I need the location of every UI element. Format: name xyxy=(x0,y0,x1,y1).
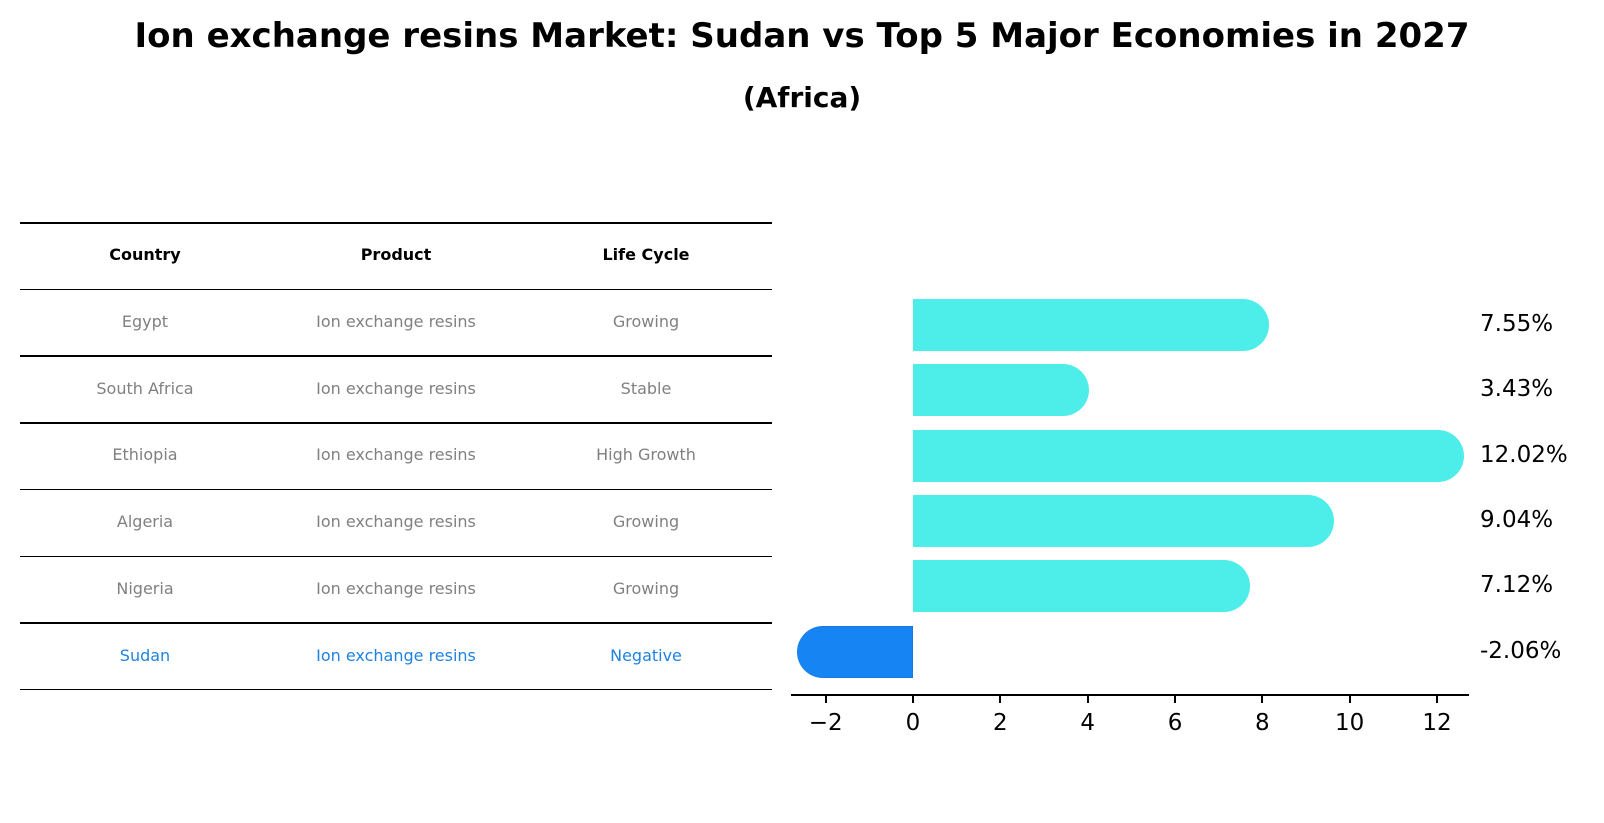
x-tick xyxy=(999,695,1002,703)
table-cell-product: Ion exchange resins xyxy=(316,645,476,665)
table-cell-country: Ethiopia xyxy=(112,445,178,465)
x-tick-label: −2 xyxy=(808,710,843,736)
table-cell-life-cycle: Negative xyxy=(610,645,682,665)
chart-subtitle: (Africa) xyxy=(742,81,862,114)
bar-algeria xyxy=(913,494,1334,547)
table-cell-life-cycle: Growing xyxy=(612,312,680,332)
table-cell-country: Sudan xyxy=(119,645,171,665)
value-label: 9.04% xyxy=(1480,506,1554,533)
value-label: 7.12% xyxy=(1480,572,1554,599)
table-rule xyxy=(20,288,772,291)
table-cell-life-cycle: High Growth xyxy=(596,445,696,465)
table-cell-country: South Africa xyxy=(96,378,194,398)
table-rule xyxy=(20,355,772,357)
bar-sudan xyxy=(797,625,913,678)
table-rule xyxy=(20,222,772,224)
table-rule xyxy=(20,688,772,691)
table-cell-country: Egypt xyxy=(121,312,169,332)
x-tick-label: 4 xyxy=(1080,710,1095,736)
x-tick xyxy=(1261,695,1264,703)
x-tick xyxy=(1436,695,1439,703)
table-cell-product: Ion exchange resins xyxy=(316,512,476,532)
table-cell-product: Ion exchange resins xyxy=(316,312,476,332)
x-tick-label: 10 xyxy=(1335,710,1365,736)
bar-nigeria xyxy=(913,560,1250,613)
x-axis-line xyxy=(791,694,1469,696)
value-label: -2.06% xyxy=(1480,637,1562,664)
table-rule xyxy=(20,488,772,491)
x-tick xyxy=(1174,695,1177,703)
table-cell-life-cycle: Growing xyxy=(612,578,680,598)
value-label: 7.55% xyxy=(1480,311,1554,337)
x-tick xyxy=(1348,695,1351,703)
table-cell-product: Ion exchange resins xyxy=(316,378,476,398)
x-tick-label: 6 xyxy=(1167,710,1183,736)
table-cell-product: Ion exchange resins xyxy=(316,578,476,598)
table-cell-life-cycle: Growing xyxy=(612,512,680,532)
bar-ethiopia xyxy=(913,429,1464,482)
table-rule xyxy=(20,622,772,624)
chart-title: Ion exchange resins Market: Sudan vs Top… xyxy=(134,16,1470,56)
x-tick xyxy=(824,695,827,703)
bar-south-africa xyxy=(913,364,1089,417)
x-tick-label: 8 xyxy=(1255,710,1270,736)
column-header: Life Cycle xyxy=(602,245,690,265)
x-tick xyxy=(1086,695,1089,703)
table-cell-country: Nigeria xyxy=(116,578,174,598)
table-cell-country: Algeria xyxy=(116,512,174,532)
column-header: Product xyxy=(360,245,432,265)
x-tick-label: 12 xyxy=(1422,710,1452,736)
table-cell-product: Ion exchange resins xyxy=(316,445,476,465)
table-rule xyxy=(20,555,772,557)
x-tick-label: 2 xyxy=(993,710,1008,736)
value-label: 12.02% xyxy=(1480,441,1568,468)
x-tick-label: 0 xyxy=(905,710,921,736)
table-rule xyxy=(20,422,772,424)
x-tick xyxy=(912,695,914,703)
value-label: 3.43% xyxy=(1480,376,1554,403)
column-header: Country xyxy=(109,245,181,265)
bar-egypt xyxy=(913,299,1269,351)
table-cell-life-cycle: Stable xyxy=(620,378,672,398)
